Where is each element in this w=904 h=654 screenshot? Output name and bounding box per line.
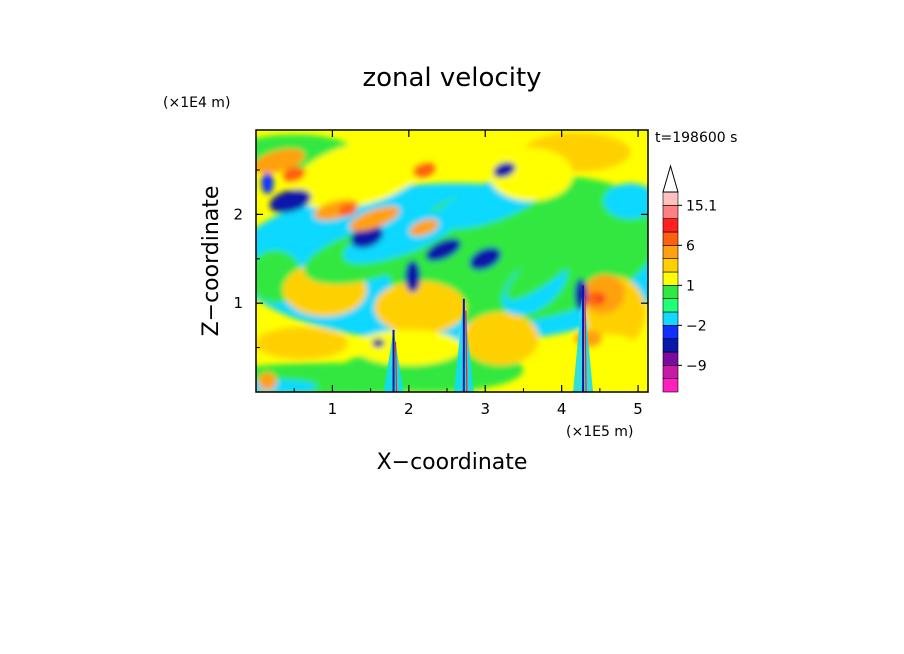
contour-region (269, 189, 312, 213)
colorbar-segment-0 (662, 378, 679, 393)
plume-edge-0 (394, 341, 398, 392)
contour-region (349, 206, 400, 232)
colorbar-segment-2 (662, 351, 679, 366)
contour-region (412, 162, 436, 178)
colorbar-segment-1 (662, 365, 679, 379)
contour-region (338, 203, 357, 217)
x-tick-label-0: 1 (328, 400, 338, 418)
plume-edge-2 (584, 297, 587, 392)
contour-region (256, 327, 348, 360)
x-axis: 1 2 3 4 5 (293, 130, 643, 418)
colorbar-segment-6 (662, 298, 679, 313)
x-scale-label: (×1E5 m) (566, 424, 633, 440)
x-axis-title: X−coordinate (377, 450, 528, 475)
x-tick-label-1: 2 (404, 400, 414, 418)
colorbar-segment-4 (662, 325, 679, 339)
colorbar-label-4: −9 (686, 358, 707, 374)
contour-region (374, 280, 467, 335)
colorbar-segment-11 (662, 231, 679, 246)
colorbar-segment-8 (662, 271, 679, 286)
contour-region (292, 139, 427, 210)
colorbar-segment-14 (662, 191, 679, 206)
contour-region (282, 166, 306, 182)
contour-region (372, 338, 385, 348)
y-tick-label-1: 2 (233, 205, 243, 223)
contour-region (405, 260, 421, 293)
contour-region (425, 238, 461, 262)
contour-region (261, 172, 274, 194)
contour-region (493, 162, 516, 178)
contour-region (409, 219, 439, 237)
colorbar-segment-13 (662, 205, 679, 219)
x-tick-label-2: 3 (480, 400, 490, 418)
colorbar-segment-7 (662, 285, 679, 299)
contour-region (355, 329, 463, 366)
x-tick-label-4: 5 (633, 400, 643, 418)
plot-area (256, 130, 648, 392)
field-contours (256, 132, 648, 392)
colorbar-segment-9 (662, 258, 679, 273)
colorbar-label-1: 6 (686, 238, 695, 254)
contour-region (597, 295, 606, 303)
colorbar: 15.1 6 1 −2 −9 (662, 164, 717, 393)
contour-region (469, 247, 502, 271)
colorbar-segment-12 (662, 218, 679, 233)
x-tick-label-3: 4 (557, 400, 567, 418)
y-axis-title: Z−coordinate (199, 186, 224, 337)
colorbar-segment-3 (662, 338, 679, 353)
contour-region (258, 372, 277, 391)
colorbar-label-3: −2 (686, 318, 707, 334)
colorbar-extend-arrow (662, 164, 679, 193)
contour-region (603, 183, 648, 219)
colorbar-segment-10 (662, 245, 679, 259)
colorbar-label-2: 1 (686, 278, 695, 294)
contour-region (489, 147, 574, 202)
contour-region (586, 291, 606, 306)
colorbar-segment-5 (662, 311, 679, 326)
plot-frame (255, 129, 649, 393)
y-scale-label: (×1E4 m) (163, 95, 230, 111)
chart-title: zonal velocity (362, 63, 541, 93)
y-axis: 12 (233, 169, 648, 349)
contour-region (462, 312, 539, 366)
colorbar-label-0: 15.1 (686, 198, 717, 214)
contour-region (506, 217, 602, 300)
terrain-plumes (383, 285, 594, 392)
contour-region (256, 148, 305, 174)
y-tick-label-0: 1 (233, 294, 243, 312)
plume-edge-1 (465, 310, 468, 392)
time-label: t=198600 s (655, 130, 737, 146)
